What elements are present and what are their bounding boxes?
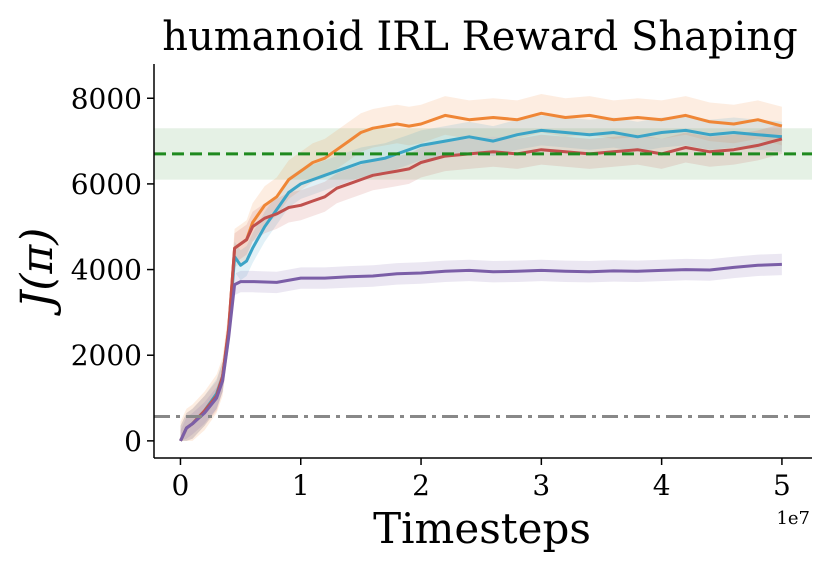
x-tick-label: 0	[172, 469, 190, 502]
x-tick-label: 5	[773, 469, 791, 502]
x-tick-label: 1	[292, 469, 310, 502]
y-tick-label: 0	[124, 425, 142, 458]
series-0-band	[180, 94, 782, 441]
series-2-band	[180, 124, 782, 441]
y-axis-label: J(π)	[12, 228, 63, 317]
y-tick-label: 4000	[71, 254, 142, 287]
series-1-band	[180, 115, 782, 441]
series-3-line	[179, 262, 782, 442]
series-2-line	[179, 137, 783, 442]
axes: 0 1 2 3 4 5 0 2000 4000 6000 8000	[71, 64, 812, 502]
plot-area	[154, 94, 812, 442]
y-tick-label: 6000	[71, 168, 142, 201]
x-tick-label: 4	[653, 469, 671, 502]
x-axis-label: Timesteps	[373, 504, 591, 553]
series-3-band	[180, 253, 782, 441]
y-tick-label: 8000	[71, 82, 142, 115]
x-tick-label: 2	[412, 469, 430, 502]
x-axis-offset-label: 1e7	[776, 508, 810, 529]
y-tick-label: 2000	[71, 339, 142, 372]
x-tick-label: 3	[532, 469, 550, 502]
chart-title: humanoid IRL Reward Shaping	[162, 14, 798, 60]
